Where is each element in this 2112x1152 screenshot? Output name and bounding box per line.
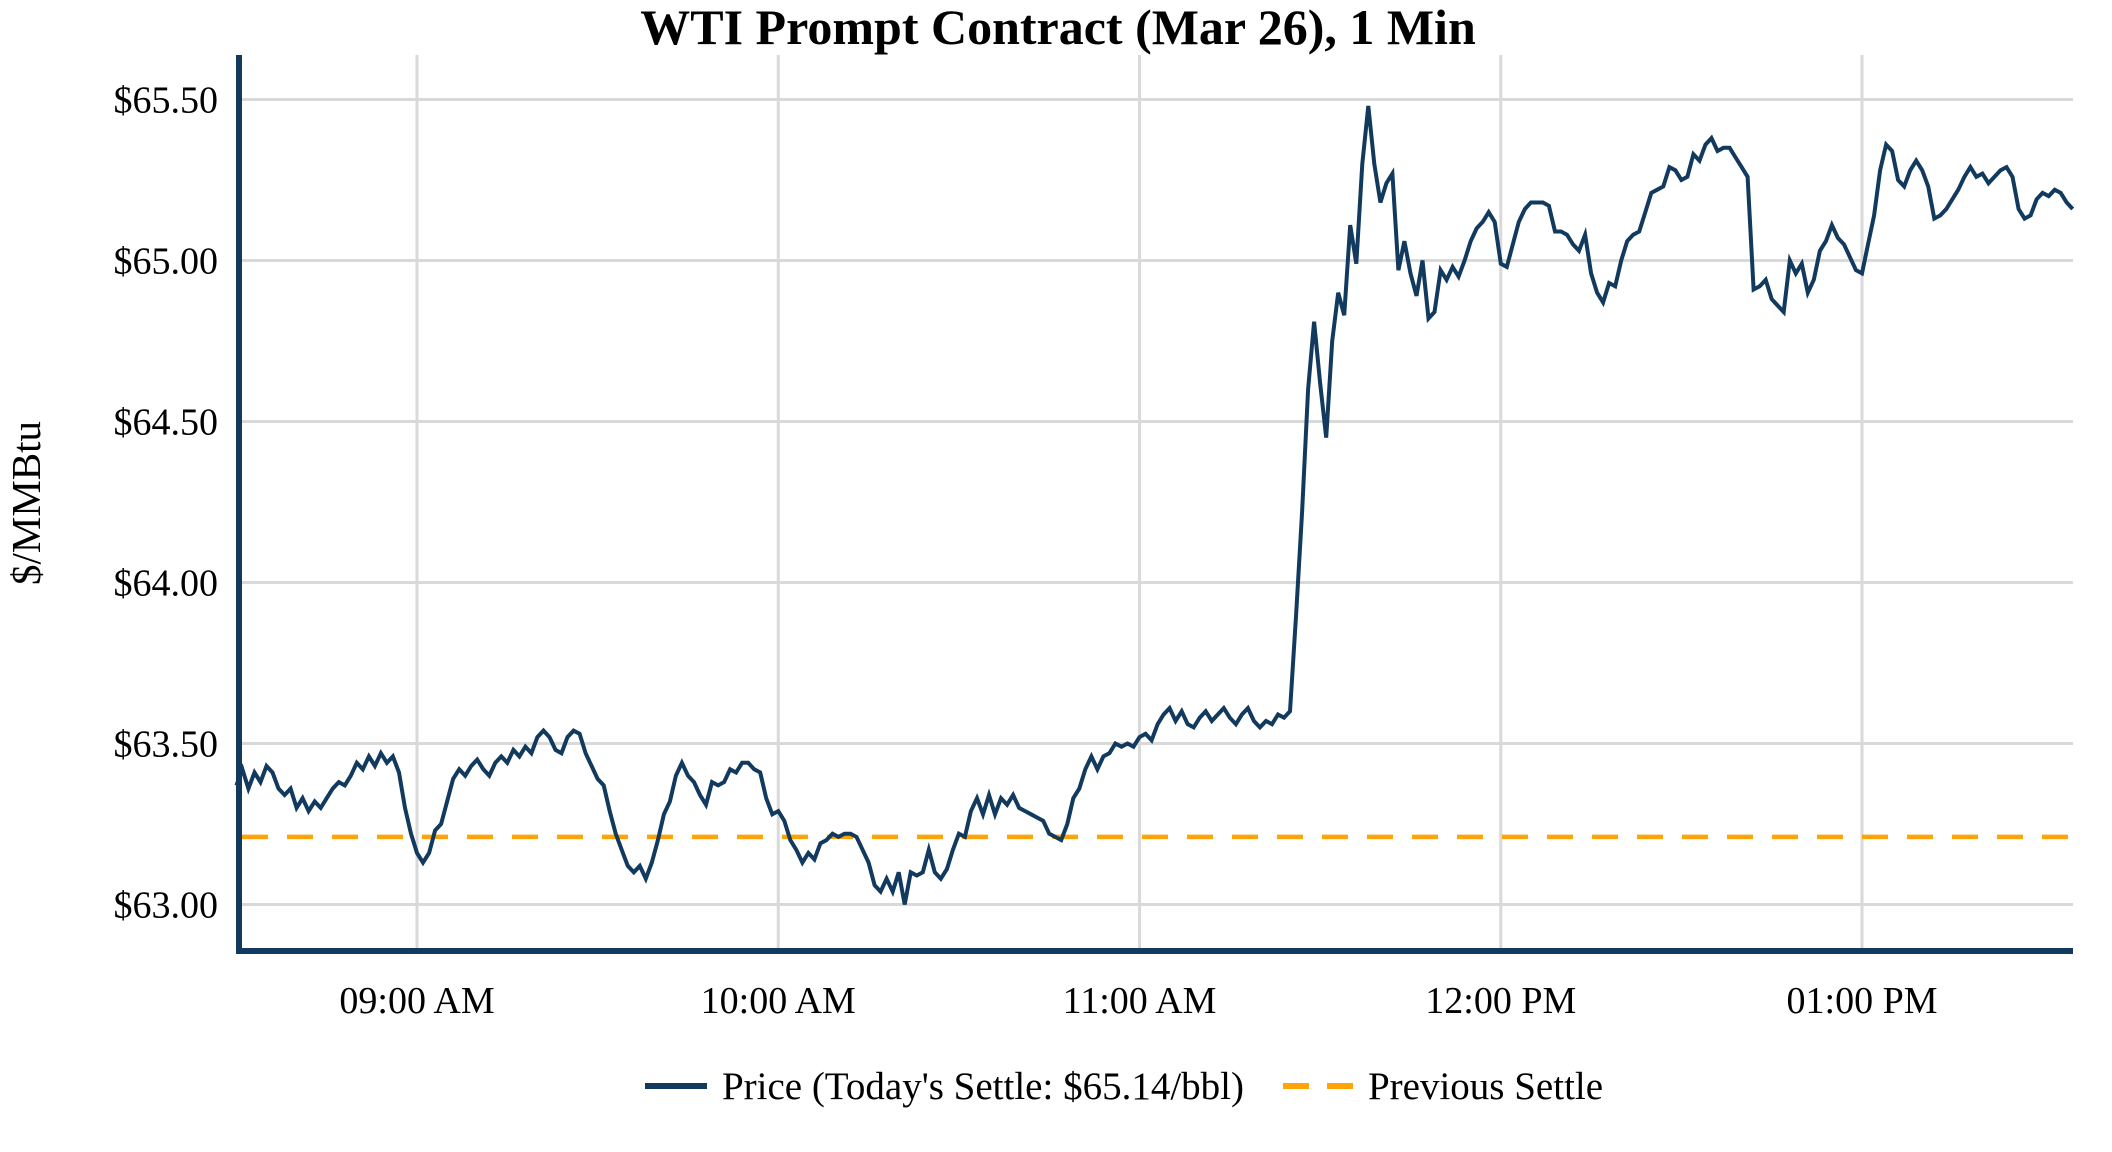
y-tick-label: $63.50	[114, 724, 219, 766]
y-tick-label: $63.00	[114, 885, 219, 927]
y-tick-label: $65.50	[114, 80, 219, 122]
legend: Price (Today's Settle: $65.14/bbl) Previ…	[68, 1060, 2112, 1112]
tick-labels: $65.50 $65.00 $64.50 $64.00 $63.50 $63.00 09:0…	[114, 80, 1938, 1023]
x-tick-label: 12:00 PM	[1425, 980, 1576, 1022]
x-tick-label: 01:00 PM	[1787, 980, 1938, 1022]
y-tick-label: $65.00	[114, 241, 219, 283]
price-line	[234, 105, 2075, 905]
x-tick-label: 11:00 AM	[1063, 980, 1217, 1022]
gridlines	[236, 55, 2073, 951]
x-tick-label: 09:00 AM	[339, 980, 494, 1022]
y-axis-label: $/MMBtu	[3, 421, 49, 585]
legend-previous-settle-label: Previous Settle	[1367, 1064, 1604, 1108]
chart-title: WTI Prompt Contract (Mar 26), 1 Min	[640, 0, 1476, 55]
y-tick-label: $64.00	[114, 563, 219, 605]
y-tick-label: $64.50	[114, 402, 219, 444]
legend-price-label: Price (Today's Settle: $65.14/bbl)	[721, 1064, 1244, 1108]
legend-price-line-swatch	[644, 1083, 707, 1089]
axis-spines	[236, 55, 2073, 954]
legend-previous-settle-swatch	[1282, 1083, 1353, 1089]
data-series	[234, 105, 2075, 905]
x-tick-label: 10:00 AM	[701, 980, 856, 1022]
